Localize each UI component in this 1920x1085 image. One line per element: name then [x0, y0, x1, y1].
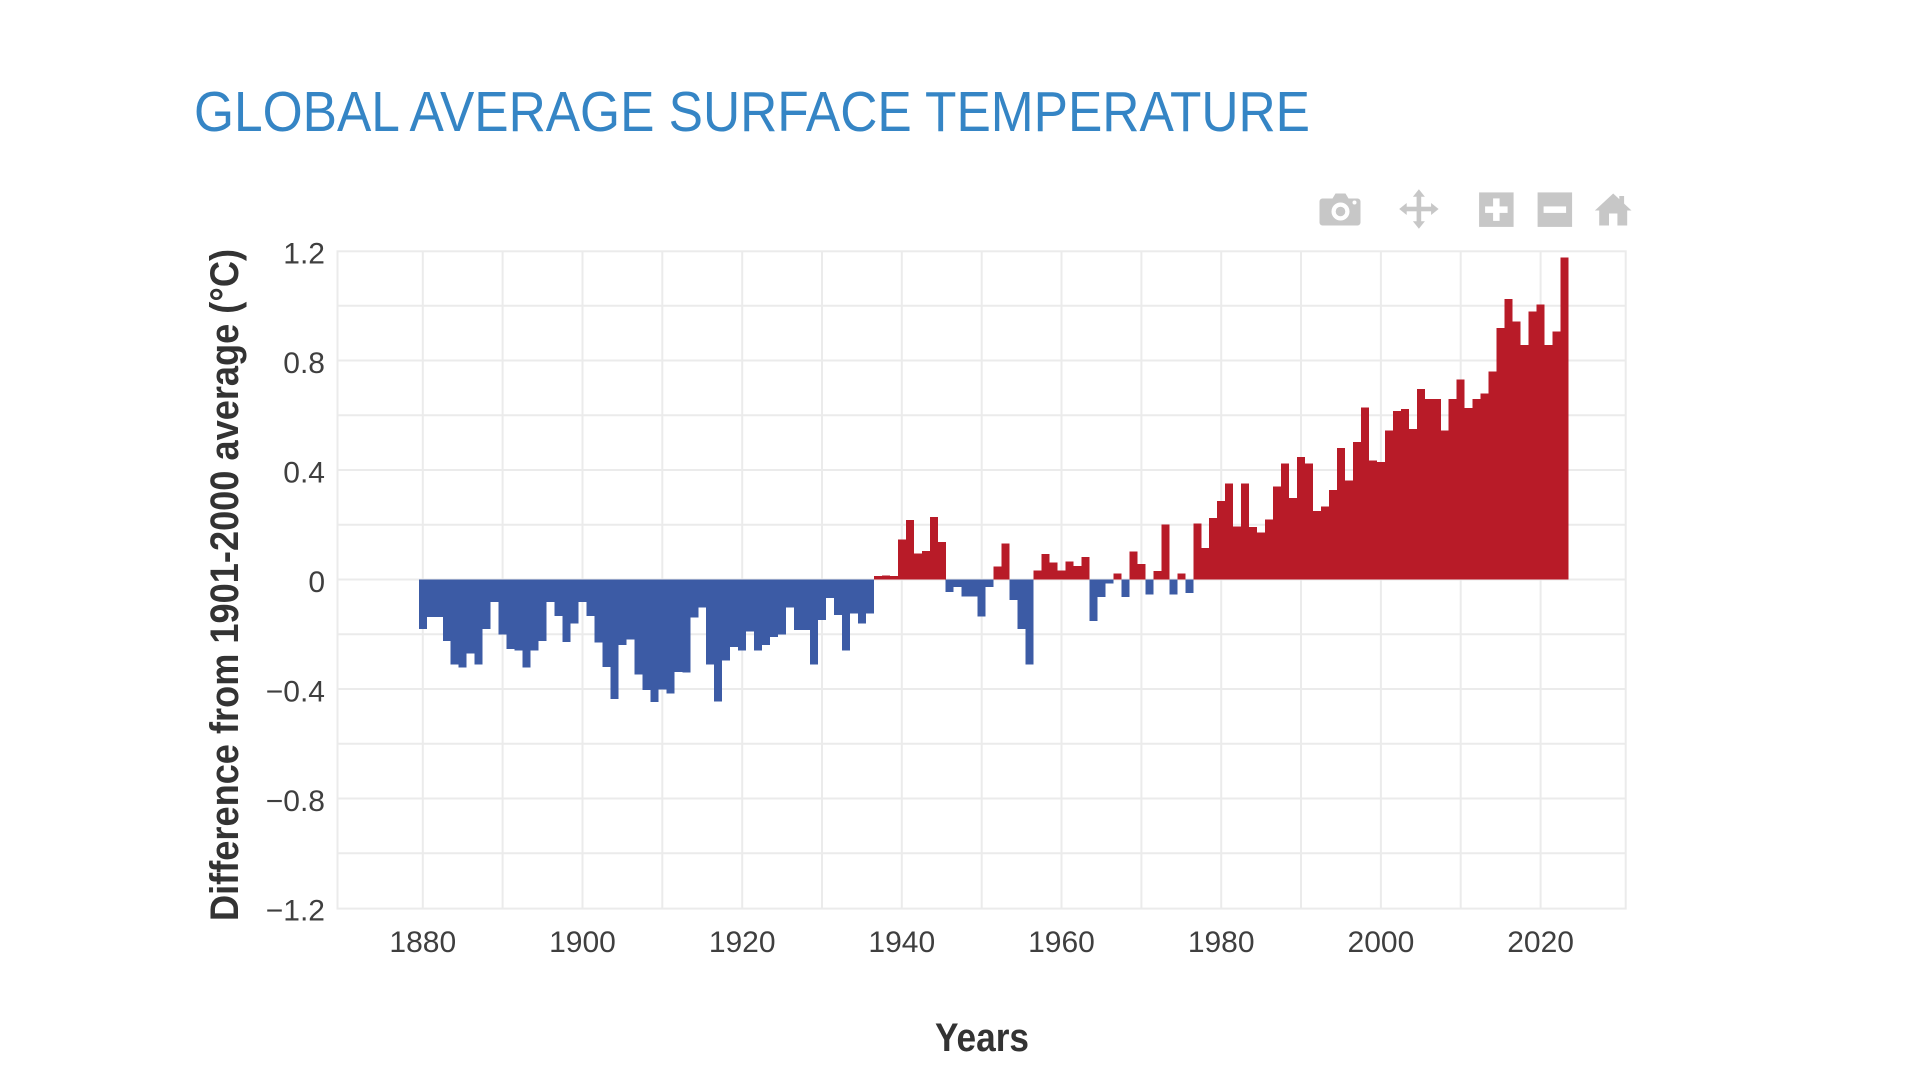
svg-text:−1.2: −1.2 — [266, 895, 325, 928]
svg-text:−0.8: −0.8 — [266, 785, 325, 818]
svg-text:0: 0 — [308, 566, 325, 599]
svg-text:1980: 1980 — [1188, 926, 1255, 959]
svg-text:1940: 1940 — [868, 926, 935, 959]
svg-text:0.4: 0.4 — [283, 457, 325, 490]
svg-text:Years: Years — [935, 1016, 1029, 1060]
svg-text:0.8: 0.8 — [283, 347, 325, 380]
svg-text:2000: 2000 — [1348, 926, 1415, 959]
svg-text:2020: 2020 — [1507, 926, 1574, 959]
svg-text:Difference from 1901-2000 aver: Difference from 1901-2000 average (°C) — [203, 249, 247, 921]
svg-text:1900: 1900 — [549, 926, 616, 959]
svg-text:1960: 1960 — [1028, 926, 1095, 959]
svg-text:GLOBAL AVERAGE SURFACE TEMPERA: GLOBAL AVERAGE SURFACE TEMPERATURE — [194, 80, 1310, 144]
svg-text:1.2: 1.2 — [283, 237, 325, 270]
svg-text:−0.4: −0.4 — [266, 676, 325, 709]
svg-text:1880: 1880 — [389, 926, 456, 959]
svg-text:1920: 1920 — [709, 926, 776, 959]
